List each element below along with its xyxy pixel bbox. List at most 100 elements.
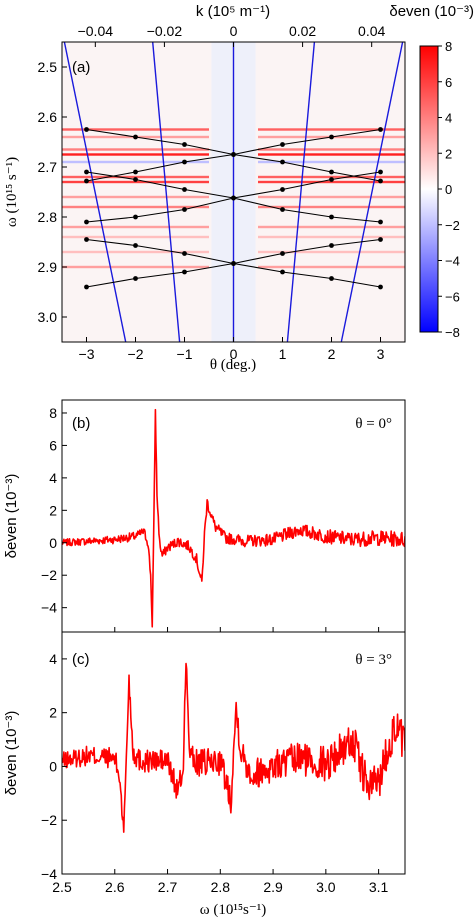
heat-band	[258, 148, 405, 151]
heat-band	[258, 128, 405, 131]
mode-lines	[84, 127, 383, 290]
mode-point	[280, 142, 285, 147]
mode-point	[231, 152, 236, 157]
panel-a-top-ticks: −0.04 −0.02 0 0.02 0.04	[78, 23, 386, 47]
top-tick-label: 0	[230, 23, 238, 39]
y-axis-label-b: δeven (10⁻³)	[3, 474, 20, 559]
heat-band	[258, 175, 405, 179]
x-tick-label: 1	[279, 346, 287, 362]
panel-c-annotation: θ = 3°	[355, 652, 392, 668]
heat-band	[62, 180, 209, 184]
mode-point	[182, 187, 187, 192]
heat-band	[62, 235, 209, 239]
y-tick-label: 2.9	[38, 259, 58, 275]
colorbar-tick-label: −6	[445, 289, 460, 304]
y-tick-label: 4	[49, 651, 57, 667]
heat-band	[62, 225, 209, 229]
panel-b-x-ticks	[61, 627, 380, 632]
mode-point	[133, 177, 138, 182]
series-line-b	[62, 408, 405, 628]
panel-c-label: (c)	[72, 651, 90, 668]
top-tick-label: 0.02	[289, 23, 316, 39]
mode-point	[84, 127, 89, 132]
mode-point	[280, 187, 285, 192]
y-tick-label: 2.7	[38, 159, 58, 175]
mode-point	[84, 237, 89, 242]
mode-point	[329, 214, 334, 220]
heat-band	[62, 148, 209, 151]
heat-band	[258, 160, 405, 164]
heat-band	[258, 180, 405, 184]
y-tick-label: −4	[41, 600, 57, 616]
heat-band	[258, 235, 405, 239]
series-line	[62, 662, 405, 833]
mode-point	[280, 251, 285, 256]
y-tick-label: 3.0	[38, 309, 58, 325]
mode-point	[182, 159, 187, 165]
x-tick-label: 2.7	[158, 879, 178, 895]
mode-point	[133, 243, 138, 248]
x-tick-label: 2.6	[105, 879, 125, 895]
heat-band	[62, 153, 209, 156]
mode-point	[329, 243, 334, 248]
y-tick-label: 2	[49, 705, 57, 721]
mode-point	[133, 214, 138, 220]
x-tick-label: 2.9	[263, 879, 283, 895]
colorbar-tick-label: 0	[445, 182, 452, 197]
y-tick-label: −4	[41, 866, 57, 882]
heat-band	[258, 265, 405, 269]
light-line-2	[152, 42, 181, 342]
y-tick-label: 2	[49, 502, 57, 518]
panel-c-line-chart: 4 2 0 −2 −4 2.5 2.6 2.7 2.8 2.9 3.0 3.1 (c) θ = 3°…	[3, 631, 406, 918]
x-tick-label: −3	[79, 346, 95, 362]
panel-c-x-ticks: 2.5 2.6 2.7 2.8 2.9 3.0 3.1	[52, 869, 389, 895]
heat-band	[258, 153, 405, 156]
mode-point	[378, 237, 383, 242]
light-line-4	[286, 42, 316, 342]
y-tick-label: 8	[49, 405, 57, 421]
panel-c-y-ticks: 4 2 0 −2 −4	[41, 651, 67, 882]
x-tick-label: 3.0	[316, 879, 336, 895]
x-tick-label: −1	[177, 346, 193, 362]
heatmap-bands	[62, 128, 405, 269]
panel-b-annotation: θ = 0°	[355, 416, 392, 432]
panel-b-y-ticks: 8 6 4 2 0 −2 −4	[41, 405, 67, 616]
colorbar-tick-label: −8	[445, 325, 460, 340]
x-tick-label: −2	[128, 346, 144, 362]
mode-point	[182, 142, 187, 147]
mode-point	[133, 276, 138, 281]
colorbar	[419, 45, 439, 333]
top-axis-label: k (10⁵ m⁻¹)	[196, 3, 270, 20]
x-axis-label-c: ω (10¹⁵s⁻¹)	[200, 902, 267, 918]
colorbar-tick-label: 2	[445, 146, 452, 161]
y-tick-label: −2	[41, 567, 57, 583]
series-line-c	[62, 662, 405, 833]
panel-a-heatmap: −3 −2 −1 0 1 2 3 2.5 2.6 2.7 2.8 2.9 3.0 −0.04 −0.02…	[4, 3, 474, 373]
panel-b-frame	[61, 399, 406, 633]
series-line	[62, 408, 405, 628]
x-tick-label: 2	[328, 346, 336, 362]
y-tick-label: −2	[41, 812, 57, 828]
heat-band	[62, 205, 209, 209]
mode-point	[182, 207, 187, 212]
x-tick-label: 2.8	[211, 879, 231, 895]
heat-band	[62, 265, 209, 269]
mode-point	[329, 134, 334, 140]
mode-point	[280, 269, 285, 275]
y-tick-label: 6	[49, 437, 57, 453]
colorbar-tick-label: 4	[445, 111, 452, 126]
heat-band	[258, 225, 405, 229]
y-axis-label-c: δeven (10⁻³)	[3, 711, 20, 796]
x-tick-label: 3	[377, 346, 385, 362]
heat-band	[62, 250, 209, 254]
y-tick-label: 4	[49, 470, 57, 486]
mode-point	[378, 169, 383, 175]
top-tick-label: 0.04	[358, 23, 385, 39]
mode-point	[329, 276, 334, 281]
panel-a-label: (a)	[72, 59, 90, 76]
top-tick-label: −0.04	[78, 23, 114, 39]
panel-b-label: (b)	[72, 415, 90, 432]
panel-b-line-chart: 8 6 4 2 0 −2 −4 (b) θ = 0° δeven (10⁻³)	[3, 399, 406, 633]
light-line-5	[340, 42, 404, 342]
